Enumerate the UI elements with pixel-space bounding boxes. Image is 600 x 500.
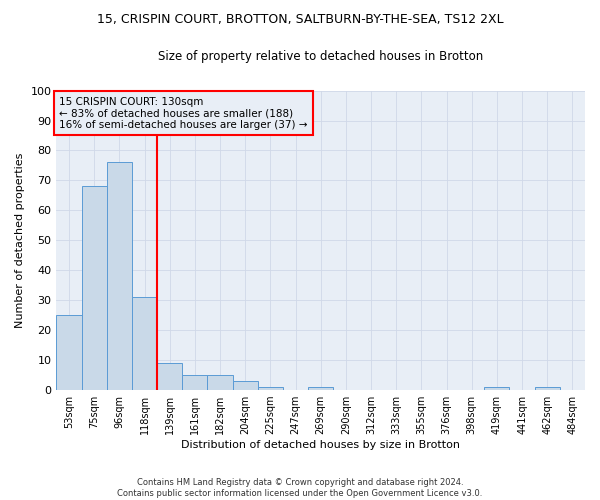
- Bar: [157, 363, 182, 390]
- Bar: [132, 297, 157, 390]
- Bar: [82, 186, 107, 390]
- Bar: [535, 387, 560, 390]
- Bar: [233, 381, 258, 390]
- Text: 15 CRISPIN COURT: 130sqm
← 83% of detached houses are smaller (188)
16% of semi-: 15 CRISPIN COURT: 130sqm ← 83% of detach…: [59, 96, 308, 130]
- Bar: [308, 387, 333, 390]
- Bar: [258, 387, 283, 390]
- Bar: [182, 375, 208, 390]
- X-axis label: Distribution of detached houses by size in Brotton: Distribution of detached houses by size …: [181, 440, 460, 450]
- Bar: [107, 162, 132, 390]
- Title: Size of property relative to detached houses in Brotton: Size of property relative to detached ho…: [158, 50, 484, 63]
- Text: Contains HM Land Registry data © Crown copyright and database right 2024.
Contai: Contains HM Land Registry data © Crown c…: [118, 478, 482, 498]
- Bar: [208, 375, 233, 390]
- Bar: [484, 387, 509, 390]
- Text: 15, CRISPIN COURT, BROTTON, SALTBURN-BY-THE-SEA, TS12 2XL: 15, CRISPIN COURT, BROTTON, SALTBURN-BY-…: [97, 12, 503, 26]
- Bar: [56, 315, 82, 390]
- Y-axis label: Number of detached properties: Number of detached properties: [15, 152, 25, 328]
